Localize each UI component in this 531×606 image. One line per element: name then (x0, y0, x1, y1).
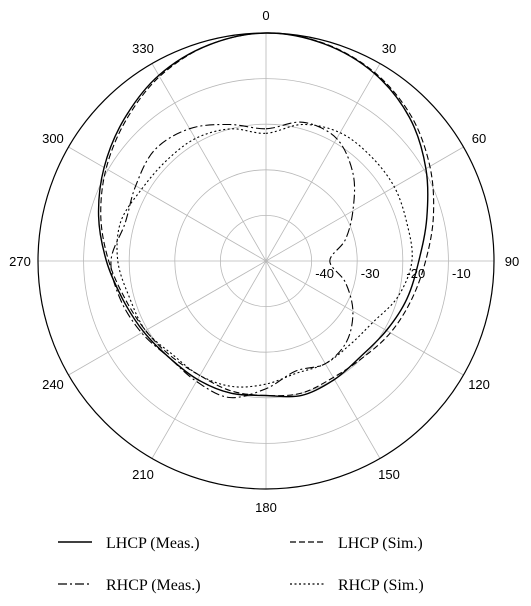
legend: LHCP (Meas.) LHCP (Sim.) RHCP (Meas.) RHCP … (58, 535, 424, 594)
legend-label: LHCP (Meas.) (106, 535, 200, 552)
series-line-lhcp-meas (97, 32, 429, 398)
angle-tick-label: 330 (132, 41, 154, 56)
grid-spoke (151, 260, 267, 459)
radial-tick-label: -40 (315, 266, 334, 281)
angle-tick-label: 90 (505, 254, 519, 269)
grid-spoke (265, 260, 464, 376)
series-line-rhcp-meas (110, 121, 356, 399)
grid-spoke (68, 146, 267, 262)
angle-tick-label: 210 (132, 467, 154, 482)
angle-tick-label: 0 (262, 8, 269, 23)
legend-label: LHCP (Sim.) (338, 535, 423, 552)
series-line-rhcp-sim (116, 123, 413, 388)
angle-tick-label: 120 (468, 377, 490, 392)
radial-tick-label: -30 (361, 266, 380, 281)
grid-spoke (68, 260, 267, 376)
angle-tick-labels: 0 30 60 90 120 150 180 210 240 270 300 330 (9, 8, 519, 515)
angle-tick-label: 270 (9, 254, 31, 269)
grid-spoke (151, 63, 267, 262)
angle-tick-label: 150 (378, 467, 400, 482)
angle-tick-label: 300 (42, 131, 64, 146)
grid-spoke (265, 146, 464, 262)
series-line-lhcp-sim (100, 32, 435, 397)
legend-label: RHCP (Sim.) (338, 577, 424, 594)
series-lines (97, 32, 435, 399)
angle-tick-label: 30 (382, 41, 396, 56)
radial-tick-labels: -40 -30 -20 -10 (315, 266, 471, 281)
angle-tick-label: 60 (472, 131, 486, 146)
angle-tick-label: 180 (255, 500, 277, 515)
radial-tick-label: -10 (452, 266, 471, 281)
angle-tick-label: 240 (42, 377, 64, 392)
legend-label: RHCP (Meas.) (106, 577, 201, 594)
grid-spoke (265, 63, 381, 262)
grid-spoke (265, 260, 381, 459)
